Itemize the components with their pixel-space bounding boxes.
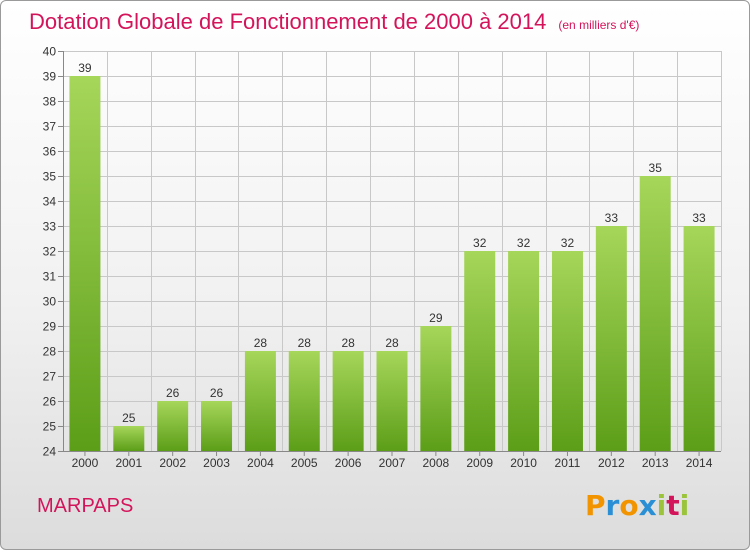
y-tick-label: 36: [43, 145, 57, 159]
y-tick-label: 34: [43, 195, 57, 209]
x-tick-label: 2013: [642, 456, 669, 470]
logo-letter: P: [585, 489, 606, 522]
label-layer: 39 25 26 26 28 28 28 28 29 32 32 32 33 35 33: [78, 61, 706, 425]
data-label: 26: [166, 386, 180, 400]
x-tick-label: 2011: [555, 456, 581, 470]
y-tick-label: 37: [43, 120, 57, 134]
y-tick-label: 24: [43, 445, 57, 459]
x-tick-label: 2007: [379, 456, 406, 470]
bar: [683, 226, 715, 451]
logo-letter: t: [666, 489, 680, 522]
x-tick-label: 2004: [247, 456, 274, 470]
proxiti-logo[interactable]: Proxiti: [585, 489, 689, 522]
data-label: 32: [517, 236, 531, 250]
y-tick-label: 39: [43, 70, 57, 84]
commune-name: MARPAPS: [37, 495, 134, 517]
y-tick-label: 26: [43, 395, 57, 409]
data-label: 28: [341, 336, 355, 350]
y-tick-label: 27: [43, 370, 57, 384]
data-label: 29: [429, 311, 443, 325]
data-label: 28: [385, 336, 399, 350]
bar: [595, 226, 627, 451]
bar: [551, 251, 583, 451]
x-tick-label: 2014: [686, 456, 713, 470]
x-tick-label: 2003: [203, 456, 230, 470]
logo-letter: x: [638, 489, 657, 522]
x-tick-label: 2002: [159, 456, 186, 470]
y-tick-label: 35: [43, 170, 57, 184]
y-tick-label: 31: [43, 270, 57, 284]
y-tick-label: 38: [43, 95, 57, 109]
bar: [69, 76, 101, 451]
bar: [288, 351, 320, 451]
chart-title: Dotation Globale de Fonctionnement de 20…: [29, 9, 639, 35]
x-tick-label: 2006: [335, 456, 362, 470]
data-label: 25: [122, 411, 136, 425]
x-tick-label: 2005: [291, 456, 318, 470]
data-label: 28: [298, 336, 312, 350]
y-tick-label: 30: [43, 295, 57, 309]
data-label: 33: [605, 211, 619, 225]
data-label: 32: [473, 236, 487, 250]
x-tick-label: 2010: [510, 456, 537, 470]
logo-letter: r: [605, 489, 620, 522]
bar: [420, 326, 452, 451]
y-tick-label: 29: [43, 320, 57, 334]
logo-letter: i: [679, 489, 690, 522]
data-label: 33: [692, 211, 706, 225]
chart-title-text: Dotation Globale de Fonctionnement de 20…: [29, 9, 547, 34]
x-tick-label: 2000: [72, 456, 99, 470]
x-tick-label: 2009: [466, 456, 493, 470]
unit-label: (en milliers d'€): [558, 18, 640, 32]
data-label: 39: [78, 61, 92, 75]
y-tick-label: 40: [43, 45, 57, 59]
y-tick-label: 28: [43, 345, 57, 359]
bar: [508, 251, 540, 451]
data-label: 35: [649, 161, 663, 175]
logo-letter: o: [619, 489, 639, 522]
data-label: 28: [254, 336, 268, 350]
data-label: 32: [561, 236, 575, 250]
bar: [157, 401, 189, 451]
bar: [376, 351, 408, 451]
bar: [113, 426, 145, 451]
bar: [639, 176, 671, 451]
bar: [244, 351, 276, 451]
y-tick-label: 32: [43, 245, 57, 259]
y-tick-label: 25: [43, 420, 57, 434]
bar-layer: [69, 76, 715, 451]
x-tick-label: 2008: [423, 456, 450, 470]
data-label: 26: [210, 386, 224, 400]
bar: [332, 351, 364, 451]
y-tick-label: 33: [43, 220, 57, 234]
x-tick-label: 2001: [115, 456, 142, 470]
x-tick-label: 2012: [598, 456, 625, 470]
bar: [464, 251, 496, 451]
logo-letter: i: [656, 489, 667, 522]
axis-layer: 24 25 26 27 28 29 30 31 32 33 34 35 36 37 38 39 40 2000 20…: [43, 45, 721, 470]
bar: [201, 401, 233, 451]
